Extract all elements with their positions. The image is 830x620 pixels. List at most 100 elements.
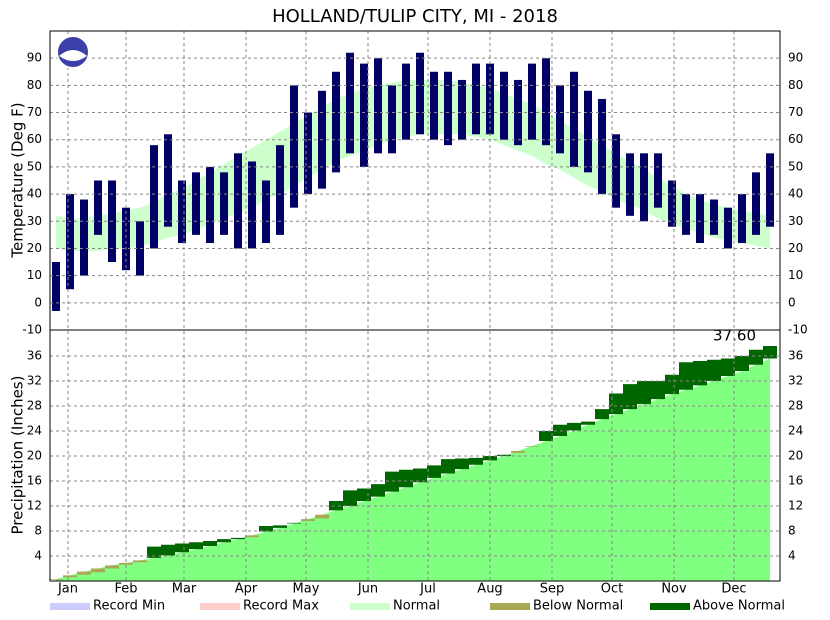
temp-range-bar xyxy=(766,153,774,227)
above-normal xyxy=(371,484,385,497)
temp-range-bar xyxy=(52,262,60,311)
legend-swatch xyxy=(50,603,90,610)
temp-range-bar xyxy=(472,63,480,135)
x-tick-label: Mar xyxy=(172,582,197,597)
y-tick-label: 36 xyxy=(27,349,42,363)
x-tick-label: Nov xyxy=(661,582,687,597)
temp-range-bar xyxy=(402,63,410,140)
above-normal xyxy=(273,525,287,528)
temp-range-bar xyxy=(556,85,564,154)
y-tick-label: -10 xyxy=(22,323,42,337)
y-tick-label: 70 xyxy=(27,105,42,119)
x-tick-label: Dec xyxy=(721,582,746,597)
y-tick-label: 16 xyxy=(27,474,42,488)
above-normal xyxy=(441,459,455,474)
above-normal xyxy=(203,541,217,546)
temp-range-bar xyxy=(598,98,606,195)
above-normal xyxy=(567,422,581,431)
y-tick-label: -10 xyxy=(788,323,808,337)
temp-range-bar xyxy=(724,207,732,249)
y-tick-label: 32 xyxy=(788,374,803,388)
temp-range-bar xyxy=(276,145,284,235)
temp-range-bar xyxy=(66,194,74,290)
above-normal xyxy=(217,539,231,543)
y-tick-label: 4 xyxy=(34,549,42,563)
temp-range-bar xyxy=(696,194,704,244)
above-normal xyxy=(637,381,651,405)
temp-range-bar xyxy=(570,71,578,167)
x-tick-label: Jan xyxy=(57,582,78,597)
legend-label: Above Normal xyxy=(693,599,785,614)
y-tick-label: 16 xyxy=(788,474,803,488)
y-axis-label: Precipitation (Inches) xyxy=(9,376,27,535)
y-tick-label: 40 xyxy=(27,187,42,201)
above-normal xyxy=(455,458,469,470)
temp-range-bar xyxy=(542,58,550,146)
y-tick-label: 30 xyxy=(788,214,803,228)
y-tick-label: 8 xyxy=(788,524,796,538)
y-tick-label: 28 xyxy=(788,399,803,413)
temp-range-bar xyxy=(290,85,298,208)
temp-range-bar xyxy=(192,172,200,235)
y-tick-label: 90 xyxy=(27,51,42,65)
y-tick-label: 0 xyxy=(788,295,796,309)
temp-range-bar xyxy=(164,134,172,227)
legend-label: Record Max xyxy=(243,599,319,614)
above-normal xyxy=(469,457,483,465)
temp-range-bar xyxy=(234,153,242,249)
above-normal xyxy=(259,526,273,532)
above-normal xyxy=(707,359,721,381)
temp-range-bar xyxy=(178,180,186,244)
temp-range-bar xyxy=(738,194,746,244)
y-tick-label: 70 xyxy=(788,105,803,119)
chart-title: HOLLAND/TULIP CITY, MI - 2018 xyxy=(272,6,558,27)
temp-range-bar xyxy=(122,207,130,271)
below-normal xyxy=(105,565,119,569)
y-tick-label: 20 xyxy=(27,449,42,463)
noaa-logo xyxy=(56,35,90,69)
above-normal xyxy=(581,421,595,425)
temp-range-bar xyxy=(654,153,662,208)
legend-label: Record Min xyxy=(93,599,165,614)
y-tick-label: 12 xyxy=(788,499,803,513)
below-normal xyxy=(301,519,315,521)
temp-range-bar xyxy=(528,63,536,140)
above-normal xyxy=(357,488,371,501)
y-tick-label: 8 xyxy=(34,524,42,538)
y-tick-label: 24 xyxy=(27,424,42,438)
temp-range-bar xyxy=(416,52,424,135)
x-tick-label: Jun xyxy=(357,582,378,597)
legend-label: Normal xyxy=(393,599,440,614)
y-tick-label: 80 xyxy=(27,78,42,92)
above-normal xyxy=(749,349,763,365)
above-normal xyxy=(147,546,161,558)
y-axis-label: Temperature (Deg F) xyxy=(9,102,27,258)
below-normal xyxy=(315,514,329,519)
above-normal xyxy=(175,543,189,553)
above-normal xyxy=(735,356,749,371)
temp-range-bar xyxy=(640,153,648,222)
above-normal xyxy=(609,393,623,415)
y-tick-label: 50 xyxy=(27,159,42,173)
y-tick-label: 20 xyxy=(788,449,803,463)
x-tick-label: Sep xyxy=(540,582,565,597)
below-normal xyxy=(511,451,525,453)
y-tick-label: 36 xyxy=(788,349,803,363)
plot-frame xyxy=(49,30,781,582)
above-normal xyxy=(329,501,343,511)
temp-range-bar xyxy=(500,71,508,140)
temp-range-bar xyxy=(668,180,676,227)
y-tick-label: 0 xyxy=(34,295,42,309)
y-tick-label: 40 xyxy=(788,187,803,201)
above-normal xyxy=(763,346,777,359)
y-tick-label: 32 xyxy=(27,374,42,388)
y-tick-label: 80 xyxy=(788,78,803,92)
legend-label: Below Normal xyxy=(533,599,623,614)
above-normal xyxy=(189,542,203,550)
y-tick-label: 28 xyxy=(27,399,42,413)
above-normal xyxy=(693,361,707,386)
below-normal xyxy=(77,571,91,575)
y-tick-label: 20 xyxy=(788,241,803,255)
y-tick-label: 50 xyxy=(788,159,803,173)
below-normal xyxy=(49,579,63,580)
